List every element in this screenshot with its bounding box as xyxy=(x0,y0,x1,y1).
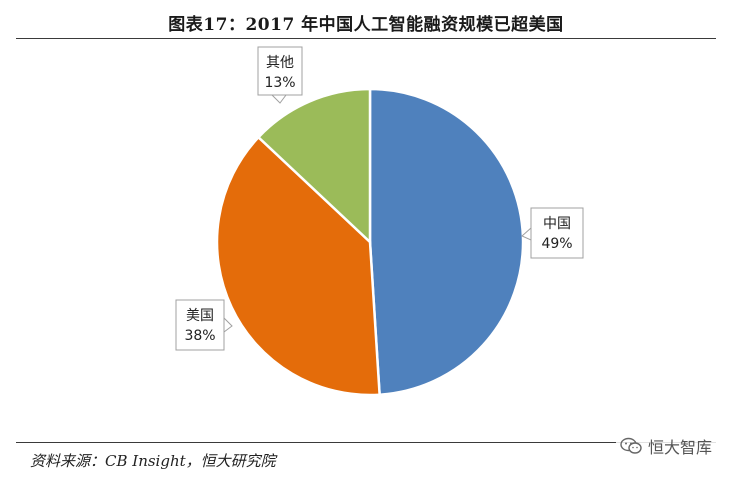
slice-label-1: 美国 38% xyxy=(175,299,233,351)
wechat-icon xyxy=(620,437,642,454)
pie-slice-1 xyxy=(215,135,381,397)
slice-value-0: 49% xyxy=(541,236,572,252)
slice-label-2: 其他 13% xyxy=(257,46,303,104)
slice-value-2: 13% xyxy=(264,75,295,91)
watermark-text: 恒大智库 xyxy=(647,438,712,457)
chart-title: 图表17：2017 年中国人工智能融资规模已超美国 xyxy=(168,15,564,35)
bottom-rule xyxy=(16,442,716,443)
pie-slice-0 xyxy=(368,87,525,397)
source-note: 资料来源：CB Insight，恒大研究院 xyxy=(30,452,276,470)
slice-value-1: 38% xyxy=(184,328,215,344)
slice-name-0: 中国 xyxy=(543,216,571,232)
top-rule xyxy=(16,38,716,39)
slice-name-2: 其他 xyxy=(266,55,294,71)
slice-name-1: 美国 xyxy=(186,308,214,324)
pie-slice-2 xyxy=(256,87,372,245)
watermark: 恒大智库 xyxy=(615,432,716,460)
slice-label-0: 中国 49% xyxy=(521,207,584,259)
